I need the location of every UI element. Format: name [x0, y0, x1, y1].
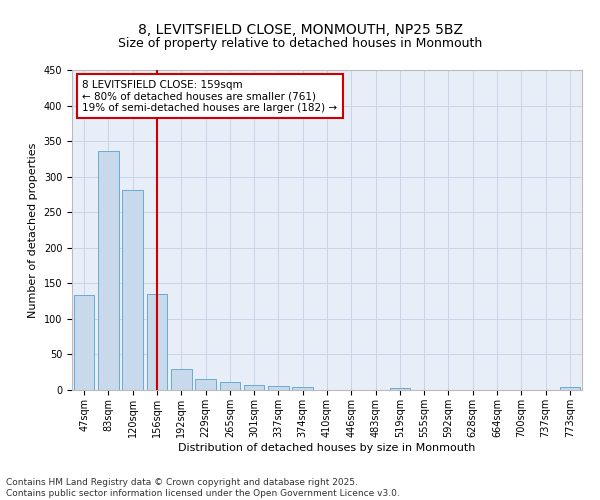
Bar — [98, 151, 119, 390]
Text: Contains HM Land Registry data © Crown copyright and database right 2025.
Contai: Contains HM Land Registry data © Crown c… — [6, 478, 400, 498]
Text: Size of property relative to detached houses in Monmouth: Size of property relative to detached ho… — [118, 38, 482, 51]
Bar — [220, 382, 240, 390]
Bar — [244, 385, 265, 390]
Bar — [268, 386, 289, 390]
Bar — [389, 388, 410, 390]
Text: 8, LEVITSFIELD CLOSE, MONMOUTH, NP25 5BZ: 8, LEVITSFIELD CLOSE, MONMOUTH, NP25 5BZ — [137, 22, 463, 36]
Bar — [560, 387, 580, 390]
Bar — [195, 380, 216, 390]
Bar — [171, 370, 191, 390]
Y-axis label: Number of detached properties: Number of detached properties — [28, 142, 38, 318]
Bar — [292, 387, 313, 390]
Bar — [122, 190, 143, 390]
Bar — [74, 296, 94, 390]
Bar — [146, 294, 167, 390]
X-axis label: Distribution of detached houses by size in Monmouth: Distribution of detached houses by size … — [178, 442, 476, 452]
Text: 8 LEVITSFIELD CLOSE: 159sqm
← 80% of detached houses are smaller (761)
19% of se: 8 LEVITSFIELD CLOSE: 159sqm ← 80% of det… — [82, 80, 337, 113]
